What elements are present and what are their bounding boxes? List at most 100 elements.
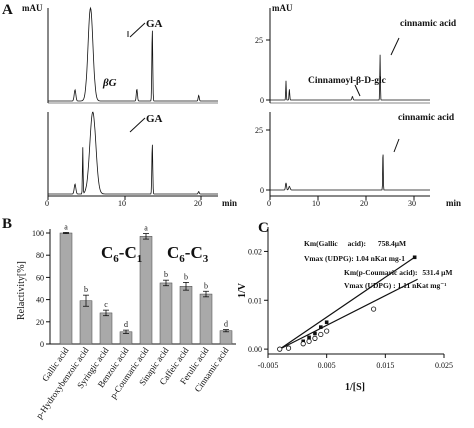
annotation-text: 531.4 μM: [422, 268, 452, 277]
significance-letter: b: [164, 270, 168, 279]
data-point: [412, 255, 417, 260]
peak-label-pointer: [393, 138, 400, 153]
annotation-text: acid):: [348, 239, 366, 248]
significance-letter: d: [224, 320, 228, 329]
annotation-text: Km(p-Coumaric acid):: [344, 268, 418, 277]
data-point: [324, 328, 330, 334]
data-point: [324, 320, 329, 325]
y-tick-label: 80: [36, 251, 44, 260]
x-tick-label: 20: [194, 199, 202, 208]
group-label-c6-c1: C6-C1: [101, 243, 142, 265]
y-tick-label: 100: [32, 229, 44, 238]
peak-label-cinnamic-acid: cinnamic acid: [400, 19, 457, 29]
chromatogram-trace: [270, 54, 430, 101]
annotation-vmax-coumaric: Vmax (UDPG) : 1.11 nKat mg⁻¹: [344, 281, 446, 290]
data-point: [313, 331, 317, 336]
y-axis-label: Relactivity[%]: [16, 261, 27, 320]
significance-letter: a: [64, 222, 68, 231]
significance-letter: c: [104, 300, 108, 309]
y-tick-label: 0: [260, 96, 264, 105]
x-axis-unit-label: min: [446, 198, 461, 208]
bar: [99, 312, 113, 345]
annotation-text: Km(Gallic: [304, 239, 338, 248]
annotation-vmax-gallic: Vmax (UDPG): 1.04 nKat mg-1: [304, 254, 405, 263]
x-ticks: 0 10 20 30 min: [267, 196, 461, 208]
chromatogram-trace: [48, 111, 218, 195]
hyphen: -C: [185, 243, 203, 262]
peak-label-pointer: [390, 37, 400, 56]
data-point: [277, 346, 283, 352]
data-point: [285, 345, 292, 351]
annotation-km-coumaric: Km(p-Coumaric acid): 531.4 μM: [344, 268, 453, 277]
x-tick-label: 20: [360, 199, 368, 208]
annotation-km-gallic: Km(Gallic acid): 758.4μM: [304, 239, 406, 248]
panel-label-c: C: [258, 220, 269, 236]
y-tick-label: 0: [260, 186, 264, 195]
chromatogram-trace: [48, 6, 218, 102]
x-ticks: 0 10 20 min: [45, 196, 237, 208]
regression-line: [279, 256, 416, 350]
significance-letter: b: [184, 272, 188, 281]
y-ticks: 0 20 40 60 80 100: [32, 229, 50, 349]
subscript: 6: [113, 253, 119, 265]
x-tick-label: 0: [45, 199, 49, 208]
y-axis-label: 1/V: [237, 282, 248, 298]
y-axis-unit-label: mAU: [22, 3, 43, 13]
data-point: [312, 335, 318, 341]
bar: [59, 232, 73, 345]
y-tick-label: 0: [40, 340, 44, 349]
peak-label-bg: βG: [102, 77, 117, 89]
y-tick-label: 40: [36, 296, 44, 305]
peak-label-ga: GA: [146, 113, 163, 125]
y-tick-label: 0.00: [248, 345, 262, 354]
x-tick-label: 0.025: [435, 361, 453, 370]
bar: [79, 300, 93, 345]
y-tick-label: 60: [36, 273, 44, 282]
y-tick-label: 0.01: [248, 296, 262, 305]
peak-label-cinnamic-acid: cinnamic acid: [398, 113, 455, 123]
hyphen: -C: [119, 243, 137, 262]
y-tick-label: 0.02: [248, 247, 262, 256]
x-axis-label: 1/[S]: [345, 382, 365, 393]
peak-label-text: cinnamic acid: [398, 113, 455, 123]
lineweaver-burk-plot: 1/V 1/[S] -0.005 0.005 0.015 0.025 0.00 0.01 0…: [237, 227, 453, 393]
x-tick-label: 10: [312, 199, 320, 208]
data-point: [306, 338, 312, 344]
chromatogram-trace: [270, 154, 430, 191]
peak-label-pointer: [354, 84, 361, 97]
subscript: 6: [179, 253, 185, 265]
bar: [199, 293, 213, 345]
bar: [219, 330, 233, 345]
peak-label-pointer: [129, 22, 146, 38]
peak-label-cinnamoyl-glc: Cinnamoyl-β-D-glc: [308, 76, 386, 86]
x-tick-label: 10: [118, 199, 126, 208]
peak-label-pointer: [129, 117, 146, 133]
regression-line: [279, 278, 418, 350]
data-point: [319, 325, 323, 329]
y-tick-label: 25: [255, 126, 263, 135]
subscript: 1: [137, 253, 143, 265]
x-tick-label: -0.005: [258, 361, 279, 370]
peak-label-text: cinnamic acid: [400, 19, 457, 29]
x-axis-unit-label: min: [222, 198, 237, 208]
axis-ticks: -0.005 0.005 0.015 0.025 0.00 0.01 0.02: [248, 247, 453, 370]
significance-letter: b: [204, 281, 208, 290]
x-tick-label: 30: [408, 199, 416, 208]
chromatogram-left-top: mAU βG GA: [22, 3, 218, 104]
y-tick-label: 25: [255, 36, 263, 45]
bar: [159, 282, 173, 345]
data-point: [307, 335, 311, 340]
data-point: [300, 341, 306, 347]
x-tick-label: 0.015: [376, 361, 394, 370]
y-axis-unit-label: mAU: [272, 3, 293, 13]
regression-lines: [279, 256, 418, 350]
panel-label-a: A: [2, 2, 13, 18]
chromatogram-left-bottom: GA 0 10 20 min: [45, 111, 237, 208]
chromatogram-right-top: mAU 25 0 Cinnamoyl-β-D-glc cinnamic acid: [255, 3, 457, 105]
x-tick-label: 0: [267, 199, 271, 208]
peak-label-ga: GA: [146, 18, 163, 30]
data-points: [277, 255, 417, 352]
significance-letter: a: [144, 224, 148, 233]
y-tick-label: 20: [36, 318, 44, 327]
